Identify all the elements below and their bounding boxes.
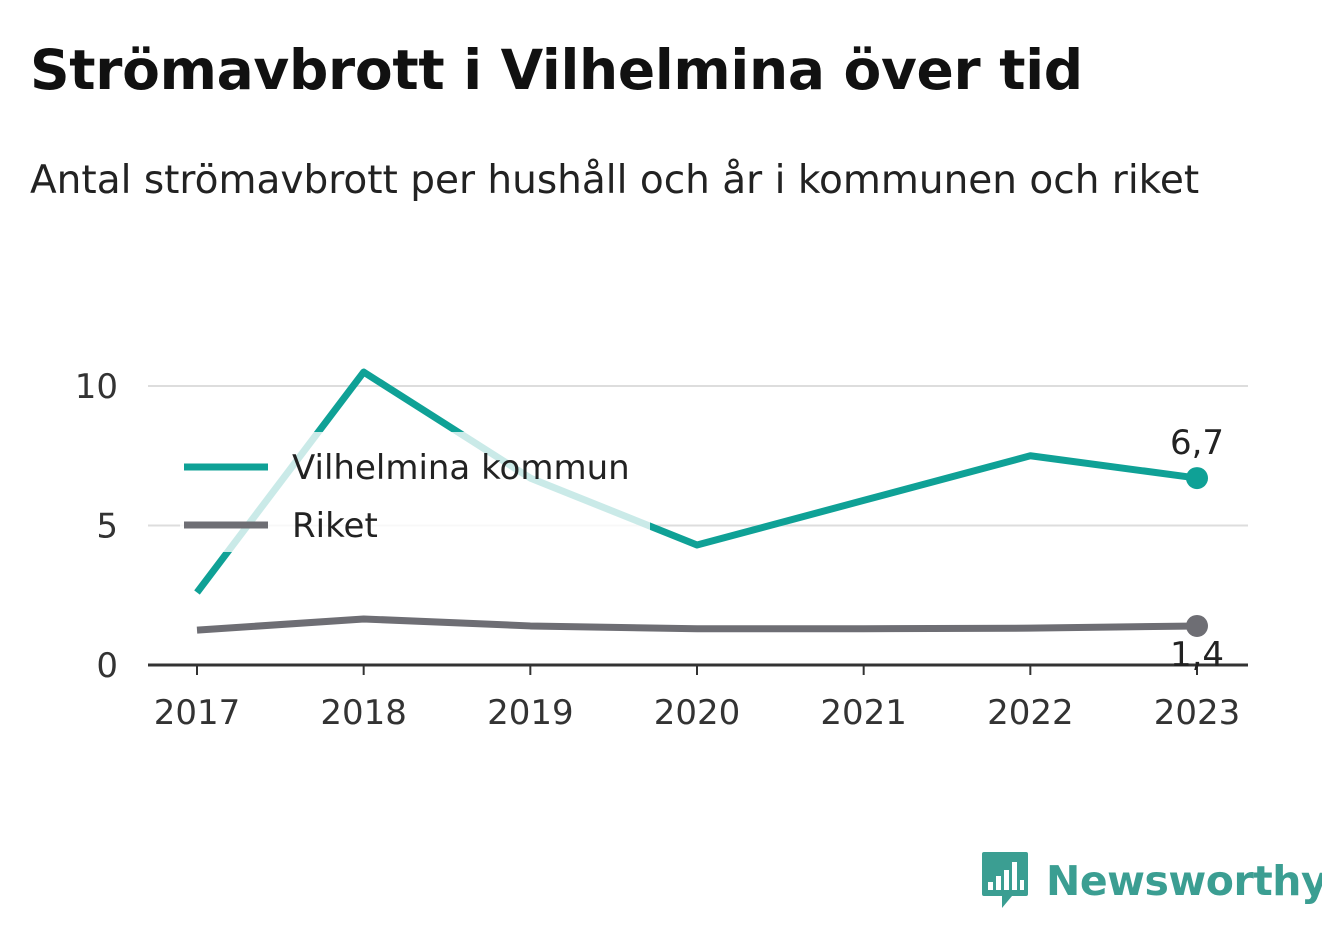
- newsworthy-logo: Newsworthy: [980, 850, 1322, 912]
- legend-label: Vilhelmina kommun: [292, 448, 630, 488]
- x-tick-label: 2018: [320, 693, 407, 733]
- x-tick-label: 2023: [1154, 693, 1241, 733]
- series-line-0: [194, 368, 1198, 595]
- chart-subtitle: Antal strömavbrott per hushåll och år i …: [30, 158, 1200, 203]
- end-point-marker: [1186, 467, 1208, 490]
- data-label: 6,7: [1170, 423, 1224, 463]
- brand-name: Newsworthy: [1046, 857, 1322, 905]
- x-tick-label: 2017: [154, 693, 241, 733]
- end-point-marker: [1186, 614, 1208, 637]
- legend-background: [180, 432, 650, 552]
- x-tick-label: 2021: [820, 693, 907, 733]
- bar-chart-speech-bubble-icon: [982, 852, 1028, 908]
- y-tick-label: 5: [96, 507, 118, 547]
- series-line-1: [196, 615, 1198, 634]
- legend: Vilhelmina kommun Riket: [180, 432, 650, 552]
- data-labels: 6,7 1,4: [1170, 423, 1224, 675]
- chart-title: Strömavbrott i Vilhelmina över tid: [30, 38, 1083, 102]
- axes: 0 5 10 2017 2018 2019 2020 2021 2022 2023: [75, 367, 1248, 733]
- data-label: 1,4: [1170, 635, 1224, 675]
- x-tick-label: 2022: [987, 693, 1074, 733]
- legend-label: Riket: [292, 506, 378, 546]
- x-tick-label: 2020: [654, 693, 741, 733]
- series-lines: [194, 368, 1198, 634]
- y-tick-label: 0: [96, 646, 118, 686]
- y-tick-label: 10: [75, 367, 118, 407]
- x-tick-label: 2019: [487, 693, 574, 733]
